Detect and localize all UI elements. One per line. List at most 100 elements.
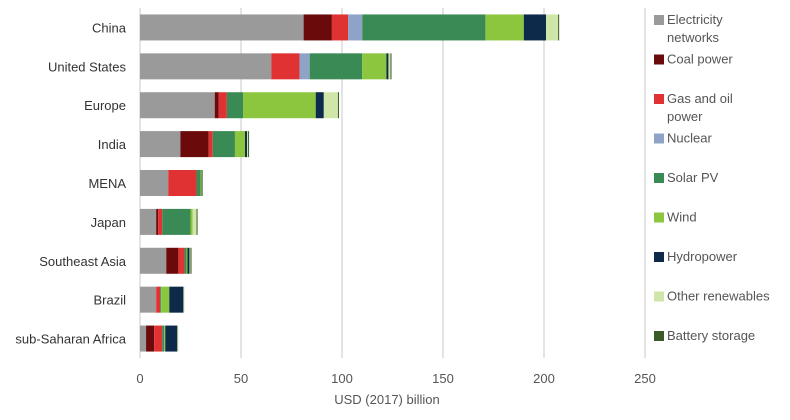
bar-segment [164, 325, 166, 352]
bar-segment [196, 170, 201, 196]
category-label: Brazil [93, 293, 126, 308]
bar-segment [245, 131, 248, 158]
legend-swatch [654, 212, 664, 223]
legend-swatch [654, 133, 664, 144]
bar-segment [156, 208, 159, 235]
x-tick-label: 100 [331, 371, 353, 386]
category-labels: China United States Europe India MENA Japan So… [15, 20, 126, 346]
bar-segment [337, 92, 339, 119]
x-tick-label: 0 [136, 371, 143, 386]
bars [140, 14, 560, 352]
legend-label: Battery storage [667, 328, 755, 343]
bar-segment [303, 14, 332, 41]
category-label: Japan [91, 215, 126, 230]
bar-segment [162, 325, 165, 352]
category-label: MENA [88, 176, 126, 191]
bar-segment [309, 53, 363, 80]
legend-swatch [654, 331, 664, 341]
bar-segment [271, 53, 300, 80]
bar-segment [299, 53, 310, 80]
bar-segment [348, 14, 363, 41]
bar-segment [178, 247, 185, 274]
bar-segment [154, 325, 163, 352]
legend-label: Hydropower [667, 249, 738, 264]
category-label: China [92, 20, 127, 35]
bar-segment [140, 247, 167, 274]
bar-segment [208, 131, 213, 158]
bar-segment [140, 53, 272, 80]
bar-segment [180, 131, 209, 158]
bar-segment [140, 325, 147, 352]
bar-segment [196, 208, 198, 235]
legend-label: Other renewables [667, 289, 770, 304]
x-tick-label: 150 [432, 371, 454, 386]
category-label: United States [48, 59, 127, 74]
category-label: India [98, 137, 127, 152]
bar-segment [156, 286, 161, 313]
bar-segment [386, 53, 389, 80]
bar-segment [362, 14, 486, 41]
legend-swatch [654, 173, 664, 183]
bar-segment [388, 53, 391, 80]
x-axis-title: USD (2017) billion [334, 392, 440, 407]
legend-label: Solar PV [667, 170, 719, 185]
bar-segment [214, 92, 219, 119]
bar-segment [200, 170, 202, 196]
bar-segment [201, 170, 203, 196]
legend: Electricity networks Coal power Gas and oil… [654, 12, 770, 343]
bar-segment [162, 208, 191, 235]
bar-segment [192, 208, 197, 235]
bar-segment [146, 325, 155, 352]
legend-label: Wind [667, 210, 697, 225]
bar-segment [523, 14, 547, 41]
bar-segment [558, 14, 560, 41]
bar-segment [165, 325, 178, 352]
bar-segment [140, 131, 181, 158]
bar-segment [218, 92, 227, 119]
legend-swatch [654, 15, 664, 25]
bar-segment [212, 131, 235, 158]
bar-segment [177, 325, 179, 352]
bar-segment [189, 247, 191, 274]
legend-label: Electricity networks [667, 12, 723, 45]
bar-segment [168, 170, 197, 196]
bar-segment [323, 92, 338, 119]
x-tick-label: 50 [234, 371, 248, 386]
bar-segment [140, 170, 169, 196]
bar-segment [166, 247, 179, 274]
legend-label: Nuclear [667, 131, 712, 146]
bar-segment [331, 14, 349, 41]
bar-segment [140, 208, 157, 235]
bar-segment [186, 247, 188, 274]
legend-label: Coal power [667, 52, 733, 67]
bar-segment [247, 131, 249, 158]
bar-segment [160, 286, 162, 313]
legend-swatch [654, 291, 664, 302]
x-tick-label: 250 [634, 371, 656, 386]
bar-segment [169, 286, 184, 313]
bar-segment [140, 92, 215, 119]
bar-segment [234, 131, 246, 158]
bar-segment [546, 14, 559, 41]
bar-segment [140, 14, 304, 41]
bar-segment [184, 247, 187, 274]
bar-segment [183, 286, 185, 313]
category-label: sub-Saharan Africa [15, 332, 126, 347]
x-tick-label: 200 [533, 371, 555, 386]
bar-segment [362, 53, 387, 80]
bar-segment [161, 286, 170, 313]
legend-swatch [654, 94, 664, 104]
legend-label: Gas and oil power [667, 91, 733, 124]
category-label: Europe [84, 98, 126, 113]
legend-swatch [654, 252, 664, 262]
bar-segment [190, 247, 192, 274]
bar-segment [485, 14, 524, 41]
x-tick-labels: 0 50 100 150 200 250 [136, 371, 655, 386]
bar-segment [158, 208, 163, 235]
bar-segment [187, 247, 190, 274]
category-label: Southeast Asia [39, 254, 126, 269]
bar-segment [315, 92, 324, 119]
bar-segment [226, 92, 244, 119]
